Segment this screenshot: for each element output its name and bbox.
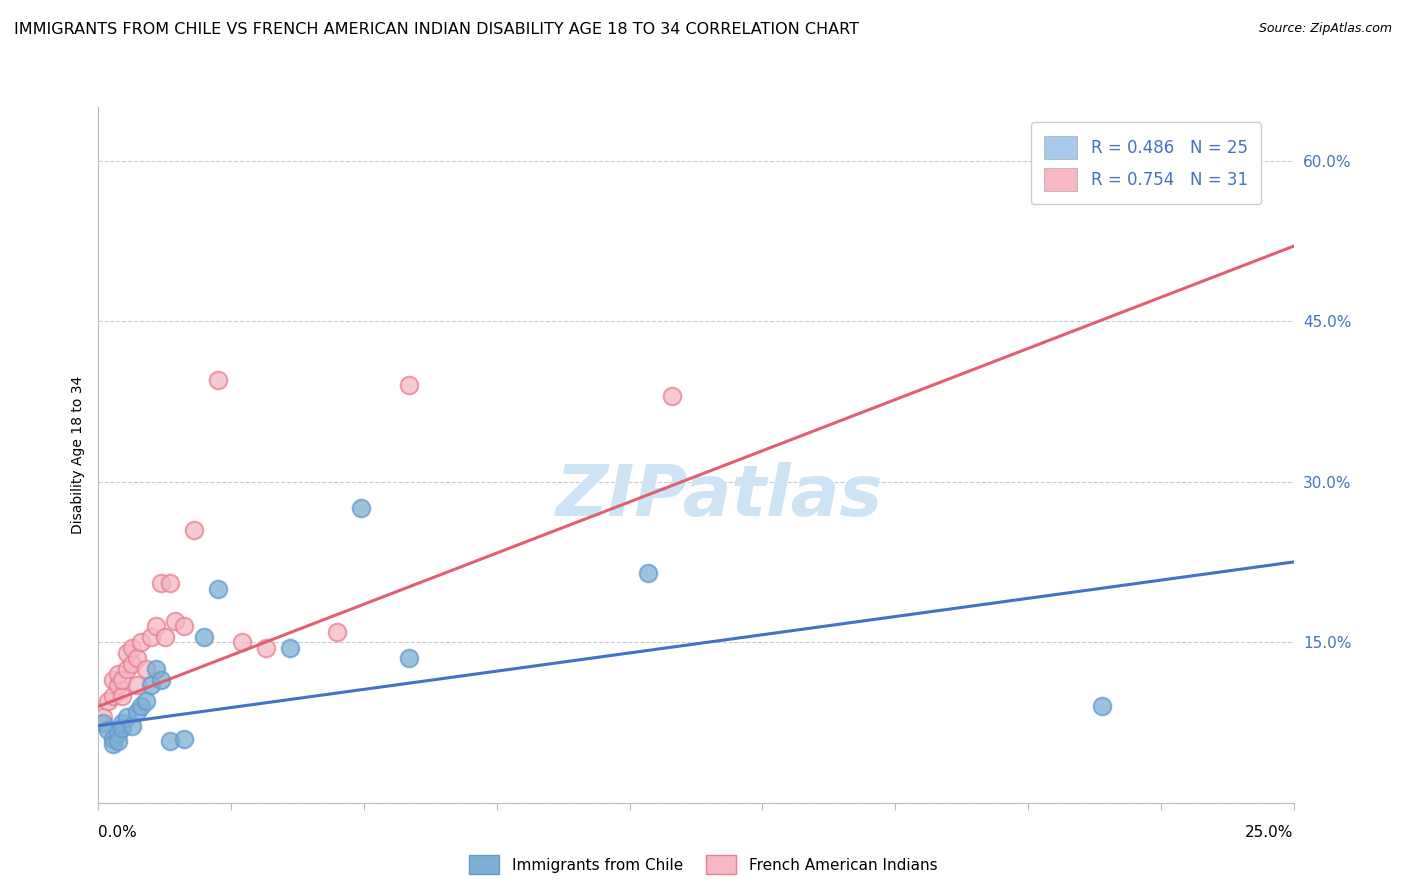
- Point: [145, 619, 167, 633]
- Point: [115, 662, 138, 676]
- Point: [661, 389, 683, 403]
- Point: [131, 699, 153, 714]
- Point: [115, 710, 138, 724]
- Legend: Immigrants from Chile, French American Indians: Immigrants from Chile, French American I…: [463, 849, 943, 880]
- Point: [107, 667, 129, 681]
- Legend: R = 0.486   N = 25, R = 0.754   N = 31: R = 0.486 N = 25, R = 0.754 N = 31: [1031, 122, 1261, 204]
- Point: [398, 378, 420, 392]
- Point: [1091, 699, 1114, 714]
- Point: [125, 651, 148, 665]
- Point: [159, 576, 181, 591]
- Text: 0.0%: 0.0%: [98, 825, 138, 840]
- Point: [121, 719, 143, 733]
- Point: [111, 689, 134, 703]
- Point: [115, 646, 138, 660]
- Point: [231, 635, 253, 649]
- Point: [131, 635, 153, 649]
- Text: 25.0%: 25.0%: [1246, 825, 1294, 840]
- Point: [91, 710, 114, 724]
- Point: [173, 619, 195, 633]
- Point: [97, 694, 120, 708]
- Point: [135, 694, 157, 708]
- Point: [135, 662, 157, 676]
- Point: [173, 731, 195, 746]
- Point: [398, 651, 420, 665]
- Point: [145, 662, 167, 676]
- Point: [101, 731, 124, 746]
- Text: ZIPatlas: ZIPatlas: [557, 462, 883, 531]
- Point: [121, 640, 143, 655]
- Point: [97, 723, 120, 737]
- Point: [125, 678, 148, 692]
- Point: [101, 737, 124, 751]
- Point: [278, 640, 301, 655]
- Point: [207, 373, 229, 387]
- Point: [121, 657, 143, 671]
- Point: [1115, 180, 1137, 194]
- Point: [101, 673, 124, 687]
- Point: [207, 582, 229, 596]
- Point: [107, 678, 129, 692]
- Point: [350, 501, 373, 516]
- Point: [155, 630, 177, 644]
- Text: Source: ZipAtlas.com: Source: ZipAtlas.com: [1258, 22, 1392, 36]
- Y-axis label: Disability Age 18 to 34: Disability Age 18 to 34: [70, 376, 84, 534]
- Point: [91, 715, 114, 730]
- Point: [183, 523, 205, 537]
- Point: [163, 614, 186, 628]
- Point: [111, 673, 134, 687]
- Point: [159, 733, 181, 747]
- Point: [107, 733, 129, 747]
- Point: [125, 705, 148, 719]
- Point: [139, 630, 162, 644]
- Point: [107, 726, 129, 740]
- Point: [149, 673, 172, 687]
- Point: [111, 721, 134, 735]
- Point: [326, 624, 349, 639]
- Point: [149, 576, 172, 591]
- Point: [139, 678, 162, 692]
- Text: IMMIGRANTS FROM CHILE VS FRENCH AMERICAN INDIAN DISABILITY AGE 18 TO 34 CORRELAT: IMMIGRANTS FROM CHILE VS FRENCH AMERICAN…: [14, 22, 859, 37]
- Point: [254, 640, 277, 655]
- Point: [101, 689, 124, 703]
- Point: [637, 566, 659, 580]
- Point: [193, 630, 215, 644]
- Point: [111, 715, 134, 730]
